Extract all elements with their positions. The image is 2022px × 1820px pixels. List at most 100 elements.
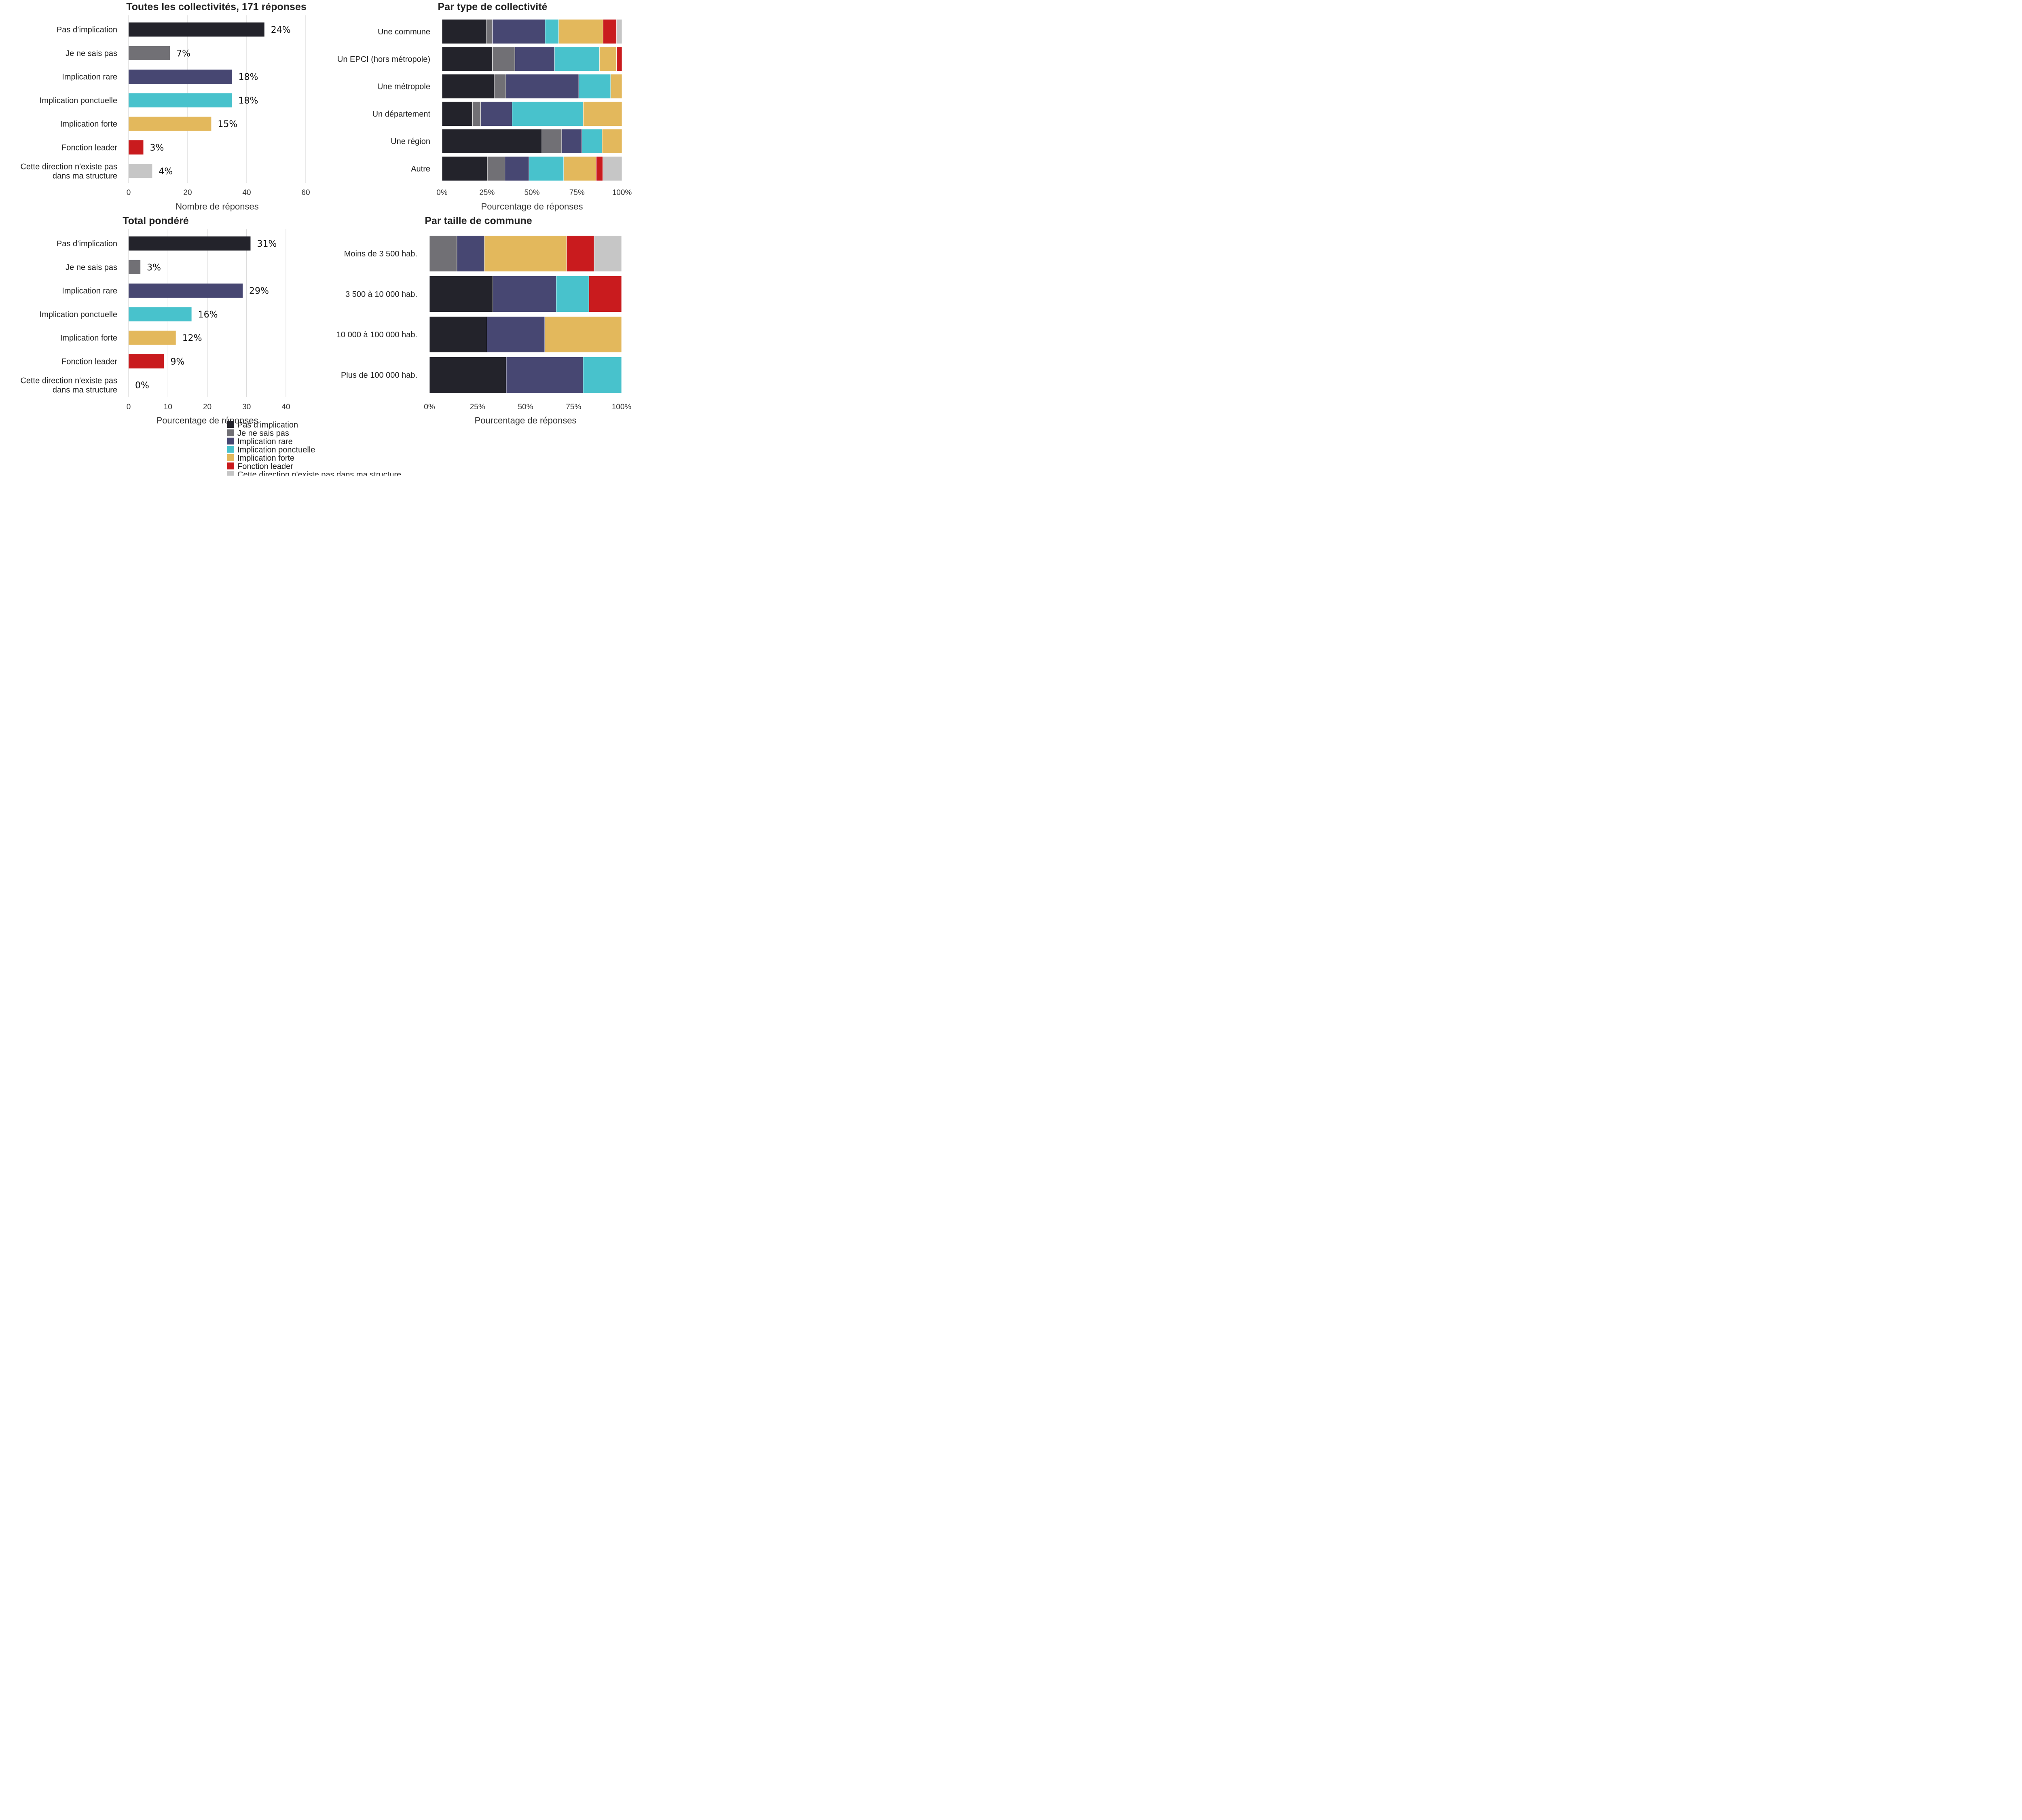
- category-label: Implication forte: [60, 334, 117, 343]
- data-label: 3%: [147, 262, 161, 273]
- x-tick-label: 20: [203, 403, 212, 411]
- chart-title: Toutes les collectivités, 171 réponses: [126, 1, 307, 13]
- category-label: Une métropole: [377, 83, 430, 91]
- legend-swatch: [227, 429, 234, 436]
- x-tick-label: 60: [301, 188, 310, 197]
- panel-by-collectivity-type: Par type de collectivité 0% 25% 50% 75% 100% P…: [337, 1, 632, 212]
- bar-segment: [442, 47, 493, 72]
- x-tick-label: 40: [242, 188, 251, 197]
- bar-segment: [599, 47, 617, 72]
- bar-segment: [554, 47, 600, 72]
- legend-swatch: [227, 471, 234, 478]
- bar: [129, 236, 251, 251]
- bar-segment: [558, 19, 603, 44]
- category-label: dans ma structure: [53, 171, 117, 180]
- bar: [129, 116, 212, 131]
- x-tick-label: 75%: [566, 403, 581, 411]
- chart-title: Par taille de commune: [425, 215, 532, 226]
- category-label: Cette direction n'existe pas: [20, 376, 117, 385]
- category-label: Moins de 3 500 hab.: [344, 250, 417, 258]
- category-label: Je ne sais pas: [66, 263, 117, 272]
- x-tick-label: 75%: [569, 188, 585, 197]
- x-tick-label: 50%: [524, 188, 539, 197]
- data-label: 12%: [182, 333, 202, 343]
- legend-swatch: [227, 446, 234, 453]
- data-label: 9%: [171, 357, 185, 367]
- bar-segment: [582, 129, 603, 154]
- legend-swatch: [227, 421, 234, 428]
- bar-segment: [583, 357, 622, 393]
- panel-by-commune-size: Par taille de commune 0% 25% 50% 75% 100% Pour…: [336, 215, 632, 425]
- bar-segment: [566, 235, 594, 272]
- bar: [129, 164, 152, 178]
- x-tick-label: 50%: [518, 403, 533, 411]
- category-label: Implication forte: [60, 120, 117, 129]
- bar-segment: [442, 19, 487, 44]
- bar-segment: [480, 101, 512, 126]
- bar-segment: [472, 101, 481, 126]
- bar-segment: [494, 74, 506, 99]
- category-label: Une commune: [378, 28, 430, 36]
- data-label: 7%: [176, 49, 190, 59]
- x-tick-label: 0: [127, 188, 131, 197]
- bar-segment: [442, 129, 542, 154]
- category-label: Pas d’implication: [57, 25, 117, 34]
- bar: [129, 22, 264, 37]
- x-tick-label: 0: [127, 403, 131, 411]
- category-label: Un EPCI (hors métropole): [337, 55, 430, 64]
- chart-title: Total pondéré: [123, 215, 189, 226]
- category-label: Je ne sais pas: [66, 49, 117, 58]
- bar-segment: [541, 129, 562, 154]
- category-label: 3 500 à 10 000 hab.: [345, 290, 417, 299]
- bar-segment: [506, 74, 579, 99]
- data-label: 15%: [218, 119, 237, 129]
- x-axis-title: Pourcentage de réponses: [157, 415, 258, 425]
- x-tick-label: 100%: [612, 403, 632, 411]
- bar-segment: [514, 47, 555, 72]
- bar-segment: [545, 19, 559, 44]
- bar-segment: [602, 156, 622, 181]
- bar-segment: [544, 316, 622, 353]
- category-label: 10 000 à 100 000 hab.: [336, 330, 417, 339]
- bar-segment: [505, 156, 529, 181]
- legend-swatch: [227, 462, 234, 470]
- legend-label: Implication forte: [237, 454, 294, 463]
- bar: [129, 70, 232, 84]
- bar: [129, 354, 164, 368]
- data-label: 3%: [150, 143, 164, 153]
- bar-segment: [561, 129, 582, 154]
- bar-segment: [583, 101, 622, 126]
- figure: Toutes les collectivités, 171 réponses 0 2…: [0, 0, 634, 479]
- category-label: Pas d’implication: [57, 239, 117, 248]
- category-label: Fonction leader: [61, 144, 117, 152]
- category-label: Autre: [411, 165, 430, 174]
- chart-title: Par type de collectivité: [438, 1, 548, 13]
- bar-segment: [442, 74, 495, 99]
- data-label: 18%: [239, 72, 258, 83]
- x-axis-title: Pourcentage de réponses: [475, 415, 577, 425]
- bar-segment: [616, 47, 622, 72]
- bar-segment: [487, 156, 506, 181]
- bar: [129, 307, 192, 322]
- legend-label: Cette direction n'existe pas dans ma str…: [237, 470, 401, 476]
- bar-segment: [563, 156, 596, 181]
- bar-segment: [492, 47, 515, 72]
- x-tick-label: 0%: [436, 188, 448, 197]
- category-label: Implication ponctuelle: [40, 96, 117, 105]
- bar-segment: [596, 156, 603, 181]
- bar: [129, 260, 141, 274]
- bar-segment: [602, 129, 622, 154]
- bar-segment: [588, 276, 622, 312]
- bar-segment: [578, 74, 611, 99]
- bar-segment: [429, 235, 457, 272]
- category-label: Implication rare: [62, 73, 117, 82]
- x-tick-label: 30: [242, 403, 251, 411]
- bar-segment: [506, 357, 584, 393]
- chart-figure: Toutes les collectivités, 171 réponses 0 2…: [20, 1, 632, 479]
- x-axis-title: Nombre de réponses: [176, 201, 258, 212]
- x-tick-label: 0%: [424, 403, 435, 411]
- bar-segment: [484, 235, 567, 272]
- bar-segment: [610, 74, 622, 99]
- legend-label: Implication rare: [237, 437, 293, 446]
- bar-segment: [594, 235, 622, 272]
